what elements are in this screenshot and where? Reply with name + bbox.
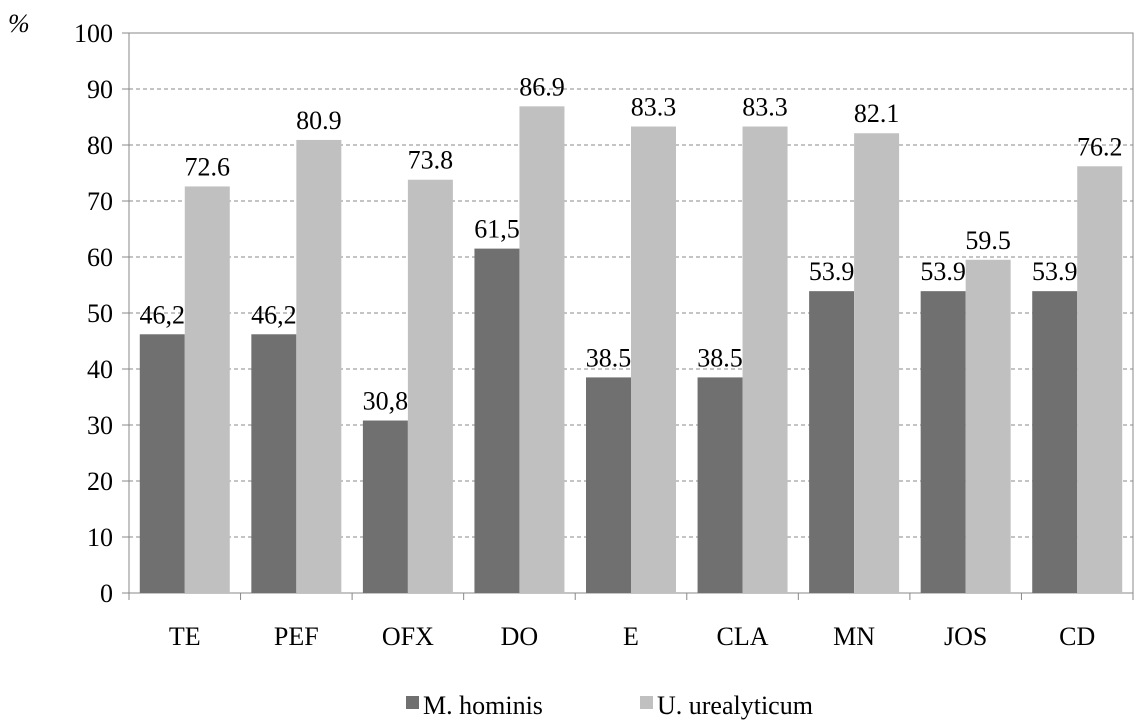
- bar: [965, 259, 1011, 593]
- data-labels: 46,2 72.6 46,2 80.9 30,8 73.8 61,5 86.9 38.5 83.3…: [140, 72, 1123, 415]
- data-label: 80.9: [296, 106, 342, 135]
- data-label: 38.5: [697, 343, 743, 372]
- y-tick-label: 50: [87, 299, 113, 328]
- x-tick-label: PEF: [274, 622, 319, 651]
- legend-label: U. urealyticum: [657, 691, 813, 720]
- bar: [854, 133, 900, 594]
- legend-label: M. hominis: [423, 691, 543, 720]
- data-label: 53.9: [1032, 257, 1078, 286]
- y-axis: 0 10 20 30 40 50 60 70 80 90 100: [74, 19, 129, 608]
- data-label: 53.9: [809, 257, 855, 286]
- y-tick-label: 30: [87, 411, 113, 440]
- y-axis-label: %: [8, 9, 30, 38]
- x-tick-label: TE: [169, 622, 201, 651]
- bar: [184, 186, 230, 593]
- y-tick-label: 80: [87, 131, 113, 160]
- legend-swatch: [640, 696, 653, 709]
- x-tick-label: MN: [833, 622, 875, 651]
- data-label: 76.2: [1077, 132, 1123, 161]
- data-label: 38.5: [586, 343, 632, 372]
- data-label: 86.9: [519, 72, 565, 101]
- data-label: 83.3: [631, 93, 677, 122]
- y-tick-label: 20: [87, 467, 113, 496]
- bar: [631, 126, 676, 594]
- y-tick-label: 70: [87, 187, 113, 216]
- x-tick-label: JOS: [944, 622, 987, 651]
- x-tick-label: CD: [1059, 622, 1095, 651]
- bar: [251, 334, 297, 593]
- y-tick-label: 10: [87, 523, 113, 552]
- data-label: 73.8: [408, 146, 454, 175]
- y-tick-label: 100: [74, 19, 113, 48]
- data-label: 82.1: [854, 99, 900, 128]
- y-tick-label: 60: [87, 243, 113, 272]
- x-axis: TE PEF OFX DO E CLA MN JOS CD: [128, 593, 1134, 651]
- bar: [519, 106, 565, 594]
- bar: [586, 377, 631, 593]
- data-label: 53.9: [920, 257, 966, 286]
- y-tick-label: 90: [87, 75, 113, 104]
- y-tick-label: 40: [87, 355, 113, 384]
- y-tick-label: 0: [100, 579, 113, 608]
- data-label: 30,8: [363, 387, 409, 416]
- data-label: 61,5: [474, 215, 520, 244]
- bar: [742, 126, 788, 594]
- bar: [809, 291, 855, 593]
- x-tick-label: DO: [501, 622, 539, 651]
- bar: [407, 179, 453, 593]
- legend-swatch: [406, 696, 419, 709]
- data-label: 83.3: [742, 93, 788, 122]
- bar: [296, 139, 342, 593]
- bar: [362, 420, 408, 593]
- x-tick-label: CLA: [717, 622, 769, 651]
- x-tick-label: E: [623, 622, 639, 651]
- data-label: 46,2: [140, 300, 186, 329]
- legend: M. hominis U. urealyticum: [406, 691, 813, 720]
- bar: [920, 291, 966, 593]
- bar: [697, 377, 743, 593]
- x-tick-label: OFX: [382, 622, 434, 651]
- data-label: 46,2: [251, 300, 297, 329]
- bar: [1032, 291, 1078, 593]
- data-label: 59.5: [965, 226, 1011, 255]
- bar: [474, 248, 520, 593]
- bar: [139, 334, 185, 593]
- bar: [1077, 166, 1123, 593]
- bars: [139, 106, 1123, 594]
- data-label: 72.6: [185, 152, 231, 181]
- plot-area: 46,2 72.6 46,2 80.9 30,8 73.8 61,5 86.9 38.5 83.3…: [128, 32, 1134, 594]
